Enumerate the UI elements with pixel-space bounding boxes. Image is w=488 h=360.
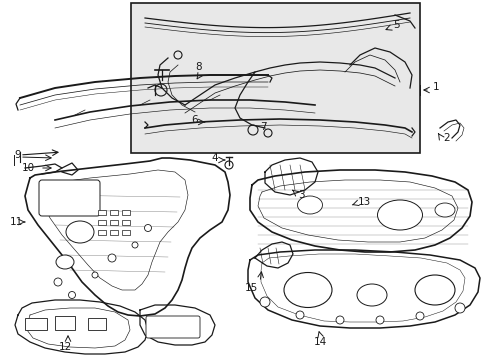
Circle shape [375, 316, 383, 324]
FancyBboxPatch shape [39, 180, 100, 216]
Circle shape [92, 272, 98, 278]
Text: 11: 11 [10, 217, 23, 227]
Text: 7: 7 [260, 122, 266, 132]
Circle shape [144, 225, 151, 231]
Bar [98, 230, 106, 235]
Text: 9: 9 [14, 150, 20, 160]
Text: 12: 12 [58, 342, 71, 352]
Bar [98, 210, 106, 215]
Text: 14: 14 [313, 337, 326, 347]
Ellipse shape [66, 221, 94, 243]
Circle shape [415, 312, 423, 320]
Bar [122, 230, 130, 235]
Circle shape [260, 297, 269, 307]
Text: 13: 13 [357, 197, 370, 207]
Ellipse shape [56, 255, 74, 269]
Bar [88, 318, 106, 330]
Text: 2: 2 [442, 133, 448, 143]
Ellipse shape [414, 275, 454, 305]
Text: 4: 4 [211, 153, 218, 163]
Ellipse shape [434, 203, 454, 217]
Circle shape [54, 278, 62, 286]
Circle shape [68, 292, 75, 298]
Text: 6: 6 [191, 115, 198, 125]
Text: 5: 5 [392, 20, 399, 30]
Circle shape [335, 316, 343, 324]
Bar [110, 220, 118, 225]
Ellipse shape [284, 273, 331, 307]
FancyBboxPatch shape [146, 316, 200, 338]
Ellipse shape [377, 200, 422, 230]
Bar [110, 230, 118, 235]
Bar [25, 318, 47, 330]
Bar [98, 220, 106, 225]
Bar [131, 3, 419, 153]
Bar [110, 210, 118, 215]
Bar [55, 316, 75, 330]
Circle shape [108, 254, 116, 262]
Circle shape [454, 303, 464, 313]
Circle shape [295, 311, 304, 319]
Ellipse shape [356, 284, 386, 306]
Circle shape [132, 242, 138, 248]
Text: 15: 15 [244, 283, 258, 293]
Bar [122, 220, 130, 225]
Text: 8: 8 [195, 62, 202, 72]
Text: 3: 3 [297, 190, 304, 200]
Bar [122, 210, 130, 215]
Text: 10: 10 [22, 163, 35, 173]
Text: 1: 1 [432, 82, 439, 92]
Ellipse shape [297, 196, 322, 214]
